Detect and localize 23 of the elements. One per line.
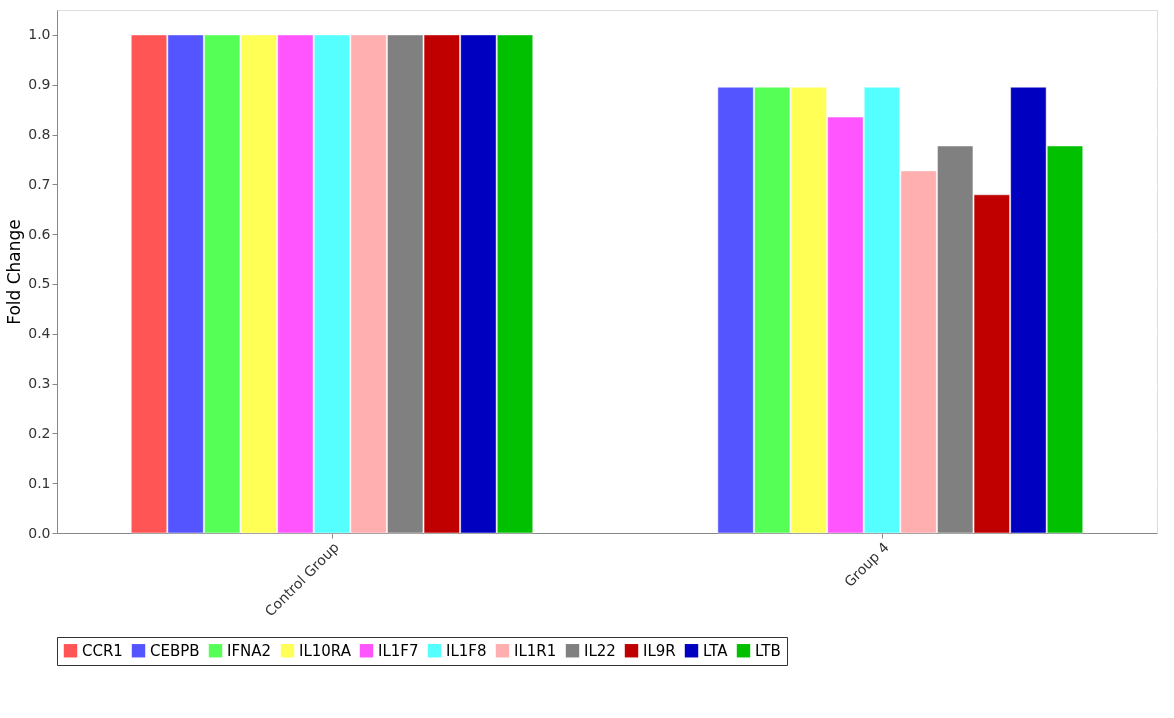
legend-label: CEBPB [150,641,200,660]
y-tick-label: 0.2 [28,424,51,441]
y-tick-label: 0.8 [28,126,51,143]
y-tick-label: 0.7 [28,175,51,192]
legend-label: IL22 [584,641,616,660]
legend-label: CCR1 [82,641,123,660]
legend-label: IL1F8 [446,641,487,660]
y-tick-label: 0.9 [28,76,51,93]
legend-label: IL9R [643,641,676,660]
legend-label: IL10RA [299,641,352,660]
y-tick-label: 0.5 [28,275,51,292]
y-tick-label: 0.4 [28,325,51,342]
legend-label: LTA [703,641,729,660]
y-tick-label: 0.1 [28,474,51,491]
y-tick-label: 1.0 [28,26,51,43]
y-tick-label: 0.3 [28,375,51,392]
legend-label: LTB [755,641,781,660]
y-tick-label: 0.6 [28,225,51,242]
legend-label: IL1F7 [378,641,419,660]
y-axis-title: Fold Change [4,219,25,325]
legend-label: IFNA2 [227,641,272,660]
legend-label: IL1R1 [514,641,557,660]
y-tick-label: 0.0 [28,524,51,541]
